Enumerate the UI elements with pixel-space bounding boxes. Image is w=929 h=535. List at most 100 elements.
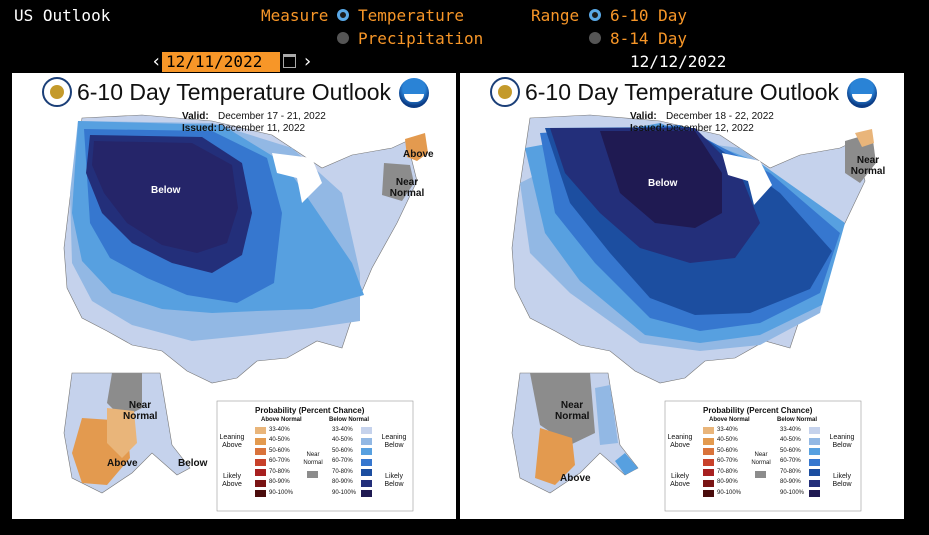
legend-above-range: 80-90% <box>269 479 290 485</box>
legend: Probability (Percent Chance) Above Norma… <box>217 401 413 511</box>
legend-below-range: 60-70% <box>332 458 353 464</box>
legend-near-normal-swatch <box>755 471 766 478</box>
legend-below-swatch <box>809 479 820 487</box>
great-lakes <box>272 153 322 203</box>
valid-dates: Valid: December 17 - 21, 2022 Issued:Dece… <box>182 111 326 135</box>
legend-below-range: 40-50% <box>780 437 801 443</box>
legend-above-range: 33-40% <box>269 426 290 433</box>
valid-label: Valid: <box>182 111 209 122</box>
range-8-14-radio[interactable] <box>589 32 601 44</box>
legend-below-swatch <box>809 448 820 455</box>
measure-precipitation-radio[interactable] <box>337 32 349 44</box>
legend-likely-above: Likely Above <box>222 473 242 488</box>
legend-above-swatch <box>255 448 266 455</box>
zone-80-90 <box>92 141 238 253</box>
legend-below-header: Below Normal <box>329 417 370 423</box>
legend-above-range: 90-100% <box>717 489 742 496</box>
label-below: Below <box>648 178 678 189</box>
legend-above-swatch <box>255 490 266 497</box>
label-near-normal-ne: Near Normal <box>389 177 425 199</box>
valid-value: December 18 - 22, 2022 <box>666 111 774 122</box>
legend-below-range: 80-90% <box>332 479 353 485</box>
legend-below-swatch <box>361 469 372 476</box>
noaa-logo-icon <box>847 78 877 108</box>
legend-near-normal-swatch <box>307 471 318 478</box>
valid-dates: Valid: December 18 - 22, 2022 Issued:Dece… <box>630 111 774 135</box>
label-above-ak: Above <box>560 473 591 484</box>
legend-box <box>216 400 414 512</box>
legend-above-range: 50-60% <box>269 447 290 454</box>
range-6-10-option[interactable]: 6-10 Day <box>610 6 688 25</box>
range-6-10-radio[interactable] <box>589 9 601 21</box>
ne-near-normal <box>845 133 876 183</box>
issued-value: December 12, 2022 <box>666 123 754 134</box>
calendar-icon[interactable] <box>283 54 296 68</box>
legend-below-range: 80-90% <box>780 479 801 485</box>
label-near-normal-ak: Near Normal <box>123 400 158 422</box>
legend-below-range: 70-80% <box>332 468 353 475</box>
legend-above-swatch <box>255 437 266 445</box>
legend-below-swatch <box>809 427 820 434</box>
legend-above-swatch <box>255 479 266 487</box>
legend-below-swatch <box>361 458 372 466</box>
label-near-normal-ne: Near Normal <box>850 155 886 177</box>
legend-leaning-below: Leaning Below <box>829 434 855 449</box>
issued-label: Issued: <box>630 123 666 134</box>
legend-above-header: Above Normal <box>709 417 750 423</box>
legend-above-swatch <box>255 427 266 434</box>
legend-below-range: 60-70% <box>780 458 801 464</box>
legend-below-header: Below Normal <box>777 417 818 423</box>
legend-above-range: 50-60% <box>717 447 738 454</box>
legend-below-swatch <box>361 437 372 445</box>
legend-below-swatch <box>361 448 372 455</box>
legend-below-range: 50-60% <box>780 447 801 454</box>
issued-value: December 11, 2022 <box>218 123 306 134</box>
zone-90-100 <box>600 131 722 228</box>
legend-below-range: 90-100% <box>332 489 357 496</box>
measure-temperature-radio[interactable] <box>337 9 349 21</box>
legend-below-swatch <box>809 469 820 476</box>
alaska-east <box>595 385 618 445</box>
legend-below-swatch <box>809 458 820 466</box>
legend-title: Probability (Percent Chance) <box>255 406 365 415</box>
measure-label: Measure <box>261 6 329 25</box>
legend-above-range: 90-100% <box>269 489 294 496</box>
legend-title: Probability (Percent Chance) <box>703 406 813 415</box>
legend-above-swatch <box>703 479 714 487</box>
measure-temperature-option[interactable]: Temperature <box>358 6 464 25</box>
label-above-ak: Above <box>107 458 138 469</box>
legend-near-normal: Near Normal <box>303 452 323 466</box>
legend-above-range: 40-50% <box>269 437 290 443</box>
legend-above-range: 40-50% <box>717 437 738 443</box>
date-input[interactable]: 12/11/2022 <box>162 52 280 72</box>
legend-above-range: 60-70% <box>717 458 738 464</box>
range-8-14-option[interactable]: 8-14 Day <box>610 29 688 48</box>
alaska-above <box>535 428 575 485</box>
legend-above-swatch <box>703 427 714 434</box>
legend-below-swatch <box>361 479 372 487</box>
ne-above <box>855 129 874 147</box>
legend-leaning-above: Leaning Above <box>219 434 245 449</box>
ne-above <box>405 133 428 161</box>
next-date-button[interactable]: › <box>302 51 313 72</box>
panel-title: 6-10 Day Temperature Outlook <box>524 79 840 105</box>
legend-below-swatch <box>361 427 372 434</box>
legend-above-range: 70-80% <box>717 468 738 475</box>
measure-precipitation-option[interactable]: Precipitation <box>358 29 484 48</box>
valid-value: December 17 - 21, 2022 <box>218 111 326 122</box>
compare-date: 12/12/2022 <box>630 52 727 71</box>
legend-near-normal: Near Normal <box>751 452 771 466</box>
legend-above-swatch <box>703 448 714 455</box>
ne-near-normal <box>382 163 414 201</box>
alaska-near-normal <box>530 373 595 445</box>
legend-leaning-above: Leaning Above <box>667 434 693 449</box>
doc-seal-icon <box>490 77 520 107</box>
prev-date-button[interactable]: ‹ <box>151 51 162 72</box>
legend-below-range: 90-100% <box>780 489 805 496</box>
legend-likely-above: Likely Above <box>670 473 690 488</box>
range-label: Range <box>531 6 580 25</box>
legend: Probability (Percent Chance) Above Norma… <box>665 401 861 511</box>
toolbar: US Outlook Measure Temperature Precipita… <box>0 0 929 72</box>
legend-box <box>664 400 862 512</box>
legend-likely-below: Likely Below <box>384 473 404 488</box>
